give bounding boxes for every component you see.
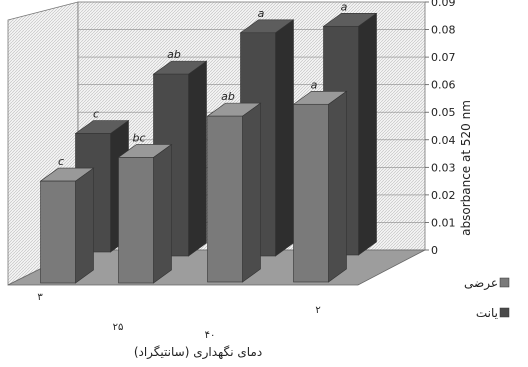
legend-swatch-series-2 [499, 307, 510, 318]
bar-data-label: ab [221, 90, 235, 103]
y-tick-label: 0.01 [431, 216, 456, 229]
bar-data-label: c [58, 155, 64, 168]
bar [118, 157, 154, 284]
bar-side [358, 12, 377, 256]
legend-label-series-1: عرضی [464, 276, 498, 291]
legend-swatch-series-1 [499, 277, 510, 288]
legend-label-series-2: یانت [476, 306, 498, 320]
data-labels: c ab a a c bc ab a [58, 0, 348, 168]
legend: عرضی یانت [464, 276, 510, 320]
bar-data-label: a [258, 7, 265, 20]
bar-side [242, 102, 261, 283]
bar-side [275, 19, 294, 257]
bar-side [188, 60, 207, 257]
y-tick-label: 0.09 [431, 0, 456, 9]
bar-data-label: a [311, 78, 318, 91]
x-category-label: ۳ [37, 292, 43, 303]
y-tick-label: 0.08 [431, 24, 456, 37]
y-tick-label: 0.06 [431, 79, 456, 92]
bars [39, 12, 378, 284]
y-axis-title: absorbance at 520 nm [459, 100, 473, 236]
bar-data-label: c [93, 108, 99, 121]
bar-data-label: ab [167, 48, 181, 61]
category-labels: ۳ ۲۵ ۴۰ ۲ [37, 292, 320, 341]
bar-side [153, 143, 172, 284]
bar-side [75, 167, 94, 284]
y-tick-label: 0.03 [431, 161, 456, 174]
x-axis-title: دمای نگهداری (سانتیگراد) [134, 345, 262, 360]
y-axis: 0 0.01 0.02 0.03 0.04 0.05 0.06 0.07 0.08 0.09 [425, 0, 456, 257]
bar-data-label: a [341, 0, 348, 13]
y-tick-label: 0.05 [431, 106, 456, 119]
y-tick-label: 0.04 [431, 134, 456, 147]
x-category-label: ۲ [315, 305, 320, 316]
y-tick-label: 0.07 [431, 51, 456, 64]
bar-side [328, 90, 347, 283]
y-tick-label: 0.02 [431, 189, 456, 202]
bar [207, 115, 243, 283]
bar [40, 180, 76, 284]
x-category-label: ۲۵ [113, 322, 124, 333]
bar [293, 103, 329, 283]
x-category-label: ۴۰ [205, 330, 216, 341]
bar-data-label: bc [132, 131, 145, 144]
y-tick-label: 0 [431, 244, 438, 257]
